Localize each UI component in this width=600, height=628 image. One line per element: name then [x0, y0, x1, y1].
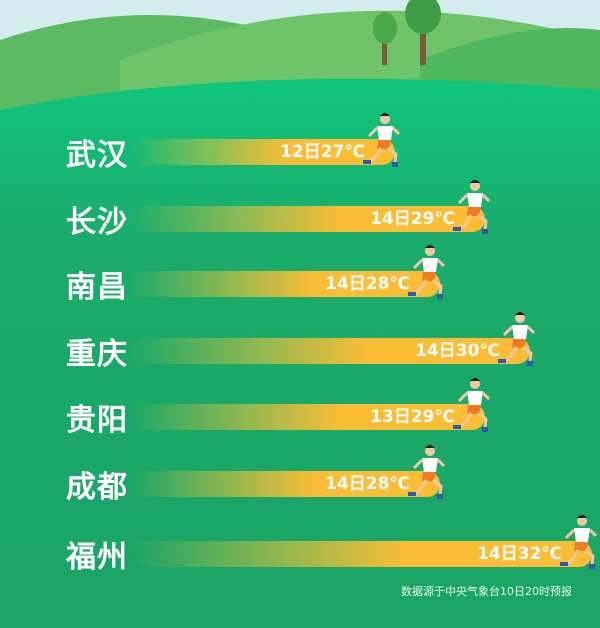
- bar-row: 成都 14日28℃: [0, 445, 600, 510]
- runner-icon: [449, 377, 493, 435]
- runner-icon: [494, 311, 538, 369]
- city-label: 南昌: [66, 270, 128, 305]
- source-note: 数据源于中央气象台10日20时预报: [401, 585, 572, 598]
- bar-value-label: 14日28℃: [325, 474, 410, 494]
- city-label: 福州: [66, 540, 128, 575]
- bar: [130, 471, 440, 497]
- city-label: 贵阳: [66, 403, 128, 438]
- city-label: 成都: [66, 470, 128, 505]
- bar: [130, 404, 485, 430]
- bar-row: 贵阳 13日29℃: [0, 378, 600, 443]
- bar: [130, 338, 530, 364]
- bar-value-label: 14日32℃: [477, 544, 562, 564]
- bar-value-label: 13日29℃: [370, 407, 455, 427]
- bar-value-label: 14日29℃: [370, 209, 455, 229]
- bar-row: 长沙 14日29℃: [0, 180, 600, 245]
- bar: [130, 541, 592, 567]
- bar-row: 重庆 14日30℃: [0, 312, 600, 377]
- bar-value-label: 14日28℃: [325, 274, 410, 294]
- bar-value-label: 12日27℃: [280, 142, 365, 162]
- bar-row: 南昌 14日28℃: [0, 245, 600, 310]
- runner-icon: [556, 514, 600, 572]
- runner-icon: [404, 444, 448, 502]
- bar-row: 武汉 12日27℃: [0, 113, 600, 178]
- city-label: 武汉: [66, 138, 128, 173]
- city-label: 重庆: [66, 337, 128, 372]
- city-label: 长沙: [66, 205, 128, 240]
- bar: [130, 139, 395, 165]
- tree-icon: [373, 0, 441, 65]
- runner-icon: [404, 244, 448, 302]
- bar-row: 福州 14日32℃: [0, 515, 600, 580]
- runner-icon: [449, 179, 493, 237]
- runner-icon: [359, 112, 403, 170]
- bar: [130, 271, 440, 297]
- bar-value-label: 14日30℃: [415, 341, 500, 361]
- bar: [130, 206, 485, 232]
